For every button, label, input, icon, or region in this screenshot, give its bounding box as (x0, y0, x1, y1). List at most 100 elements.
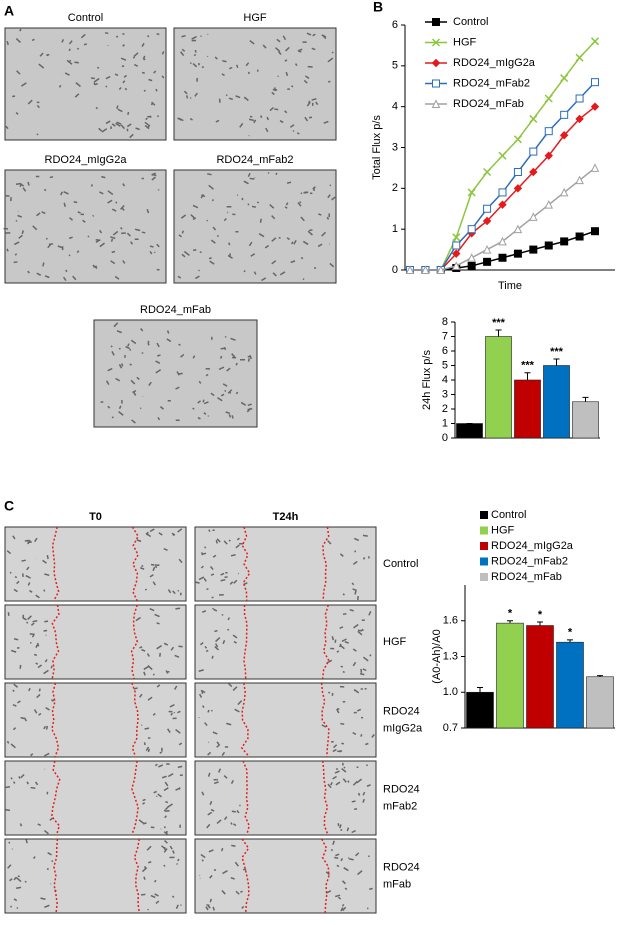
cell (230, 780, 234, 784)
cell (290, 124, 295, 128)
cell (120, 205, 125, 210)
cell (16, 70, 21, 75)
cell (44, 620, 49, 623)
cell (41, 211, 46, 215)
point (421, 265, 430, 274)
cell (181, 48, 186, 52)
cell (357, 630, 363, 636)
cell (132, 56, 136, 59)
cell (16, 906, 19, 909)
cell (22, 617, 27, 621)
micrograph (4, 838, 187, 914)
cell (208, 849, 214, 853)
y-tick-label: 4 (442, 374, 448, 386)
cell (337, 750, 343, 753)
cell (141, 71, 145, 74)
cell (15, 38, 21, 44)
cell (197, 416, 201, 420)
cell (342, 613, 347, 616)
cell (149, 574, 154, 578)
cell (36, 133, 39, 136)
cell (223, 775, 228, 779)
legend-swatch (480, 573, 488, 581)
cell (306, 32, 312, 36)
cell (154, 893, 159, 897)
cell (136, 539, 142, 543)
cell (144, 124, 150, 130)
y-tick-label: 4 (392, 101, 398, 113)
y-tick-label: 3 (442, 388, 448, 400)
cell (235, 890, 240, 895)
cell (302, 278, 305, 281)
column-header: T0 (89, 511, 102, 523)
cell (47, 852, 52, 856)
cell (105, 120, 111, 125)
point (513, 184, 523, 193)
cell (351, 800, 356, 803)
cell (198, 576, 205, 581)
cell (48, 243, 54, 246)
cell (204, 546, 207, 549)
cell (15, 111, 19, 115)
wound-edge (320, 682, 330, 758)
y-axis-title: 24h Flux p/s (421, 350, 433, 410)
cell (22, 187, 27, 192)
significance: * (568, 627, 573, 639)
cell (186, 95, 189, 99)
cell (18, 776, 21, 779)
cell (111, 123, 116, 127)
point (513, 249, 522, 258)
cell (212, 226, 217, 231)
cell (10, 777, 13, 780)
cell (327, 540, 332, 545)
cell (227, 254, 233, 259)
point (544, 241, 553, 250)
cell (353, 537, 360, 542)
cell (167, 589, 172, 594)
cell (197, 400, 202, 404)
cell (327, 691, 331, 694)
cell (165, 670, 169, 674)
cell (334, 639, 337, 643)
cell (63, 191, 69, 195)
cell (362, 534, 368, 537)
cell (122, 260, 126, 264)
cell (327, 783, 332, 789)
cell (27, 270, 31, 274)
wound-edge (50, 760, 61, 836)
cell (44, 275, 50, 279)
cell (15, 219, 18, 222)
cell (144, 121, 151, 127)
series-line (410, 106, 596, 271)
cell (105, 75, 111, 80)
cell (211, 655, 214, 659)
y-tick-label: 5 (442, 359, 448, 371)
cell (175, 787, 181, 791)
point (591, 227, 599, 236)
micrograph (194, 526, 377, 602)
cell (147, 748, 151, 753)
cell (94, 82, 98, 86)
cell (245, 62, 250, 67)
cell (275, 172, 278, 175)
cell (335, 853, 340, 857)
cell (299, 201, 302, 204)
micrograph (194, 838, 377, 914)
cell (271, 91, 275, 96)
cell (140, 328, 144, 332)
cell (206, 219, 209, 222)
cell (14, 576, 18, 579)
cell (140, 893, 146, 896)
panel-label: B (373, 0, 383, 15)
cell (231, 810, 236, 813)
cell (233, 823, 237, 827)
cell (279, 120, 284, 124)
cell (146, 845, 152, 851)
cell (156, 622, 160, 625)
cell (352, 661, 357, 667)
cell (279, 271, 286, 276)
cell (282, 35, 287, 41)
cell (231, 844, 236, 847)
cell (173, 685, 178, 690)
legend-swatch (480, 526, 488, 535)
